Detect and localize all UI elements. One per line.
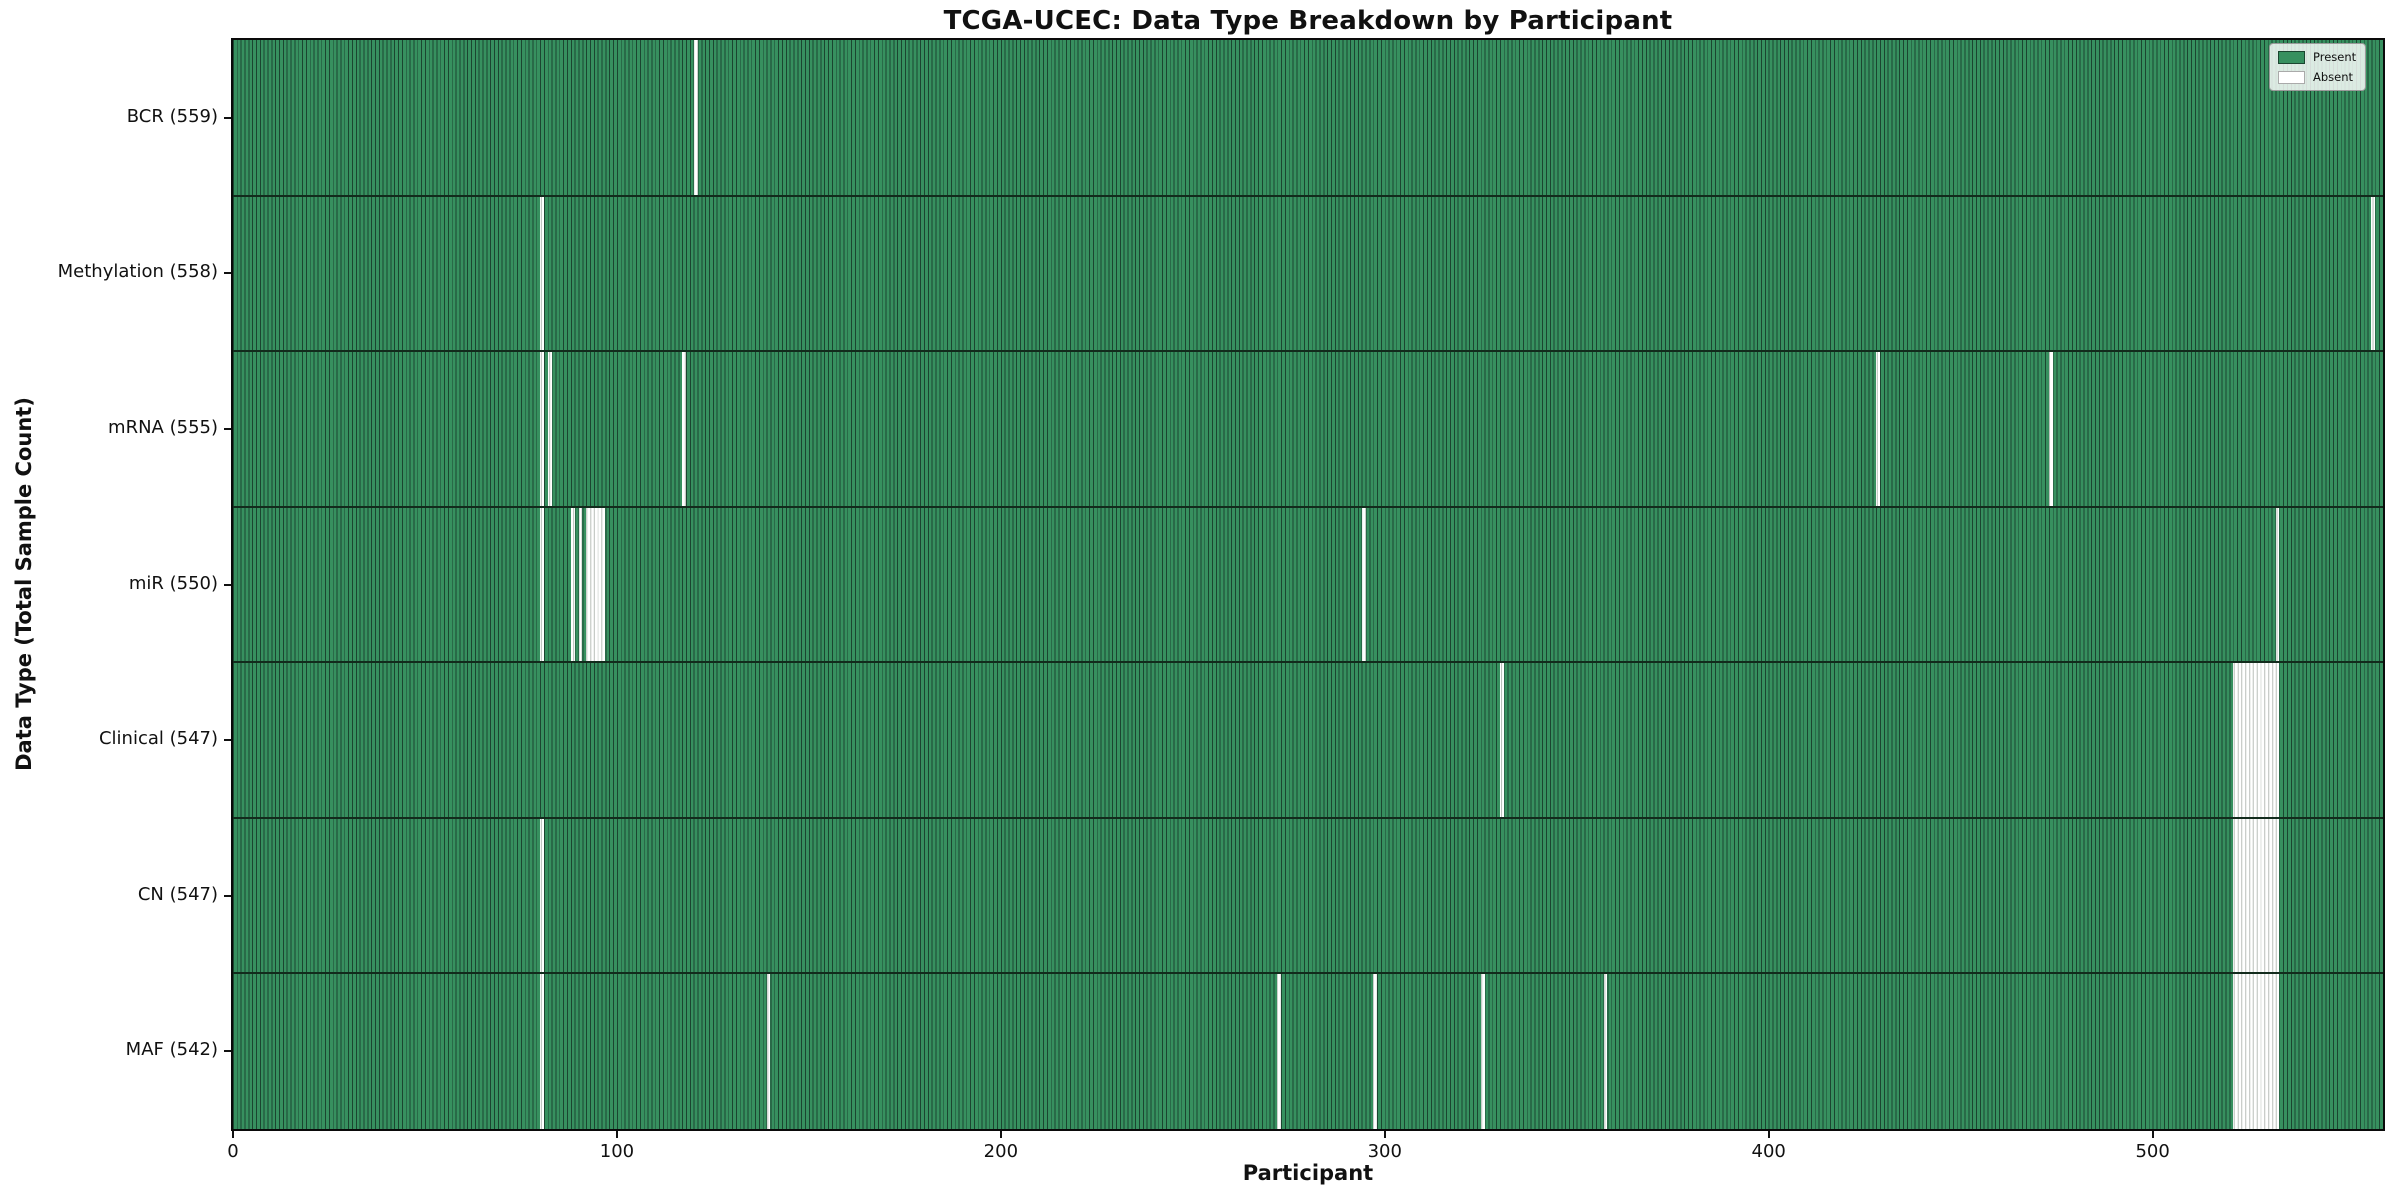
x-tick-label: 100	[599, 1141, 635, 1162]
x-tick-mark	[1767, 1129, 1770, 1138]
x-tick-label: 300	[1367, 1141, 1402, 1162]
y-tick-label-mrna: mRNA (555)	[108, 416, 218, 438]
absent-stripe	[570, 506, 575, 663]
absent-stripe	[2233, 973, 2280, 1129]
y-tick-label-mir: miR (550)	[128, 572, 218, 594]
absent-stripe	[586, 506, 606, 663]
absent-stripe	[1499, 662, 1504, 818]
absent-stripe	[1480, 973, 1485, 1129]
y-tick-mark	[224, 427, 233, 430]
plot-area	[231, 38, 2385, 1131]
legend-item-present: Present	[2278, 50, 2356, 64]
absent-stripe	[2233, 817, 2280, 974]
row-bcr	[233, 40, 2383, 196]
absent-stripe	[1373, 973, 1378, 1129]
absent-stripe	[540, 351, 544, 507]
x-axis-title: Participant	[1242, 1161, 1374, 1185]
row-divider	[233, 972, 2383, 975]
x-tick-mark	[615, 1129, 618, 1138]
legend: Present Absent	[2269, 43, 2367, 91]
legend-item-absent: Absent	[2278, 70, 2356, 84]
y-tick-label-bcr: BCR (559)	[126, 105, 218, 127]
absent-stripe	[682, 351, 687, 507]
y-tick-mark	[224, 116, 233, 119]
y-tick-mark	[224, 583, 233, 586]
x-tick-label: 0	[227, 1141, 239, 1162]
y-tick-mark	[224, 272, 233, 275]
x-tick-label: 500	[2135, 1141, 2170, 1162]
row-clinical	[233, 662, 2383, 818]
row-divider	[233, 194, 2383, 197]
absent-stripe	[540, 973, 544, 1129]
absent-stripe	[2048, 351, 2053, 507]
y-tick-mark	[224, 1050, 233, 1053]
row-mrna	[233, 351, 2383, 507]
x-tick-label: 400	[1751, 1141, 1786, 1162]
row-divider	[233, 816, 2383, 819]
absent-stripe	[1876, 351, 1881, 507]
legend-label-absent: Absent	[2313, 70, 2354, 84]
row-methylation	[233, 195, 2383, 352]
x-tick-mark	[2151, 1129, 2154, 1138]
y-tick-label-cn: CN (547)	[137, 883, 218, 905]
y-tick-mark	[224, 894, 233, 897]
absent-stripe	[540, 195, 544, 352]
legend-label-present: Present	[2313, 50, 2357, 64]
row-divider	[233, 661, 2383, 664]
x-tick-mark	[999, 1129, 1002, 1138]
chart-title: TCGA-UCEC: Data Type Breakdown by Partic…	[943, 6, 1673, 36]
y-tick-mark	[224, 739, 233, 742]
x-tick-mark	[232, 1129, 234, 1138]
absent-stripe	[2371, 195, 2376, 352]
absent-stripe	[1603, 973, 1608, 1129]
absent-stripe	[540, 817, 544, 974]
row-cn	[233, 817, 2383, 974]
absent-stripe	[540, 506, 544, 663]
row-maf	[233, 973, 2383, 1129]
absent-stripe	[1277, 973, 1282, 1129]
absent-stripe	[1361, 506, 1366, 663]
x-tick-label: 200	[983, 1141, 1019, 1162]
row-mir	[233, 506, 2383, 663]
absent-stripe	[766, 973, 771, 1129]
absent-stripe	[693, 40, 698, 196]
y-tick-label-methylation: Methylation (558)	[57, 261, 218, 283]
absent-swatch	[2278, 70, 2305, 84]
present-swatch	[2278, 50, 2305, 64]
absent-stripe	[547, 351, 552, 507]
row-divider	[233, 350, 2383, 353]
absent-stripe	[2233, 662, 2280, 818]
x-tick-mark	[1383, 1129, 1386, 1138]
absent-stripe	[2275, 506, 2280, 663]
row-divider	[233, 505, 2383, 508]
y-tick-label-clinical: Clinical (547)	[98, 728, 218, 750]
y-tick-label-maf: MAF (542)	[125, 1039, 218, 1061]
absent-stripe	[578, 506, 583, 663]
